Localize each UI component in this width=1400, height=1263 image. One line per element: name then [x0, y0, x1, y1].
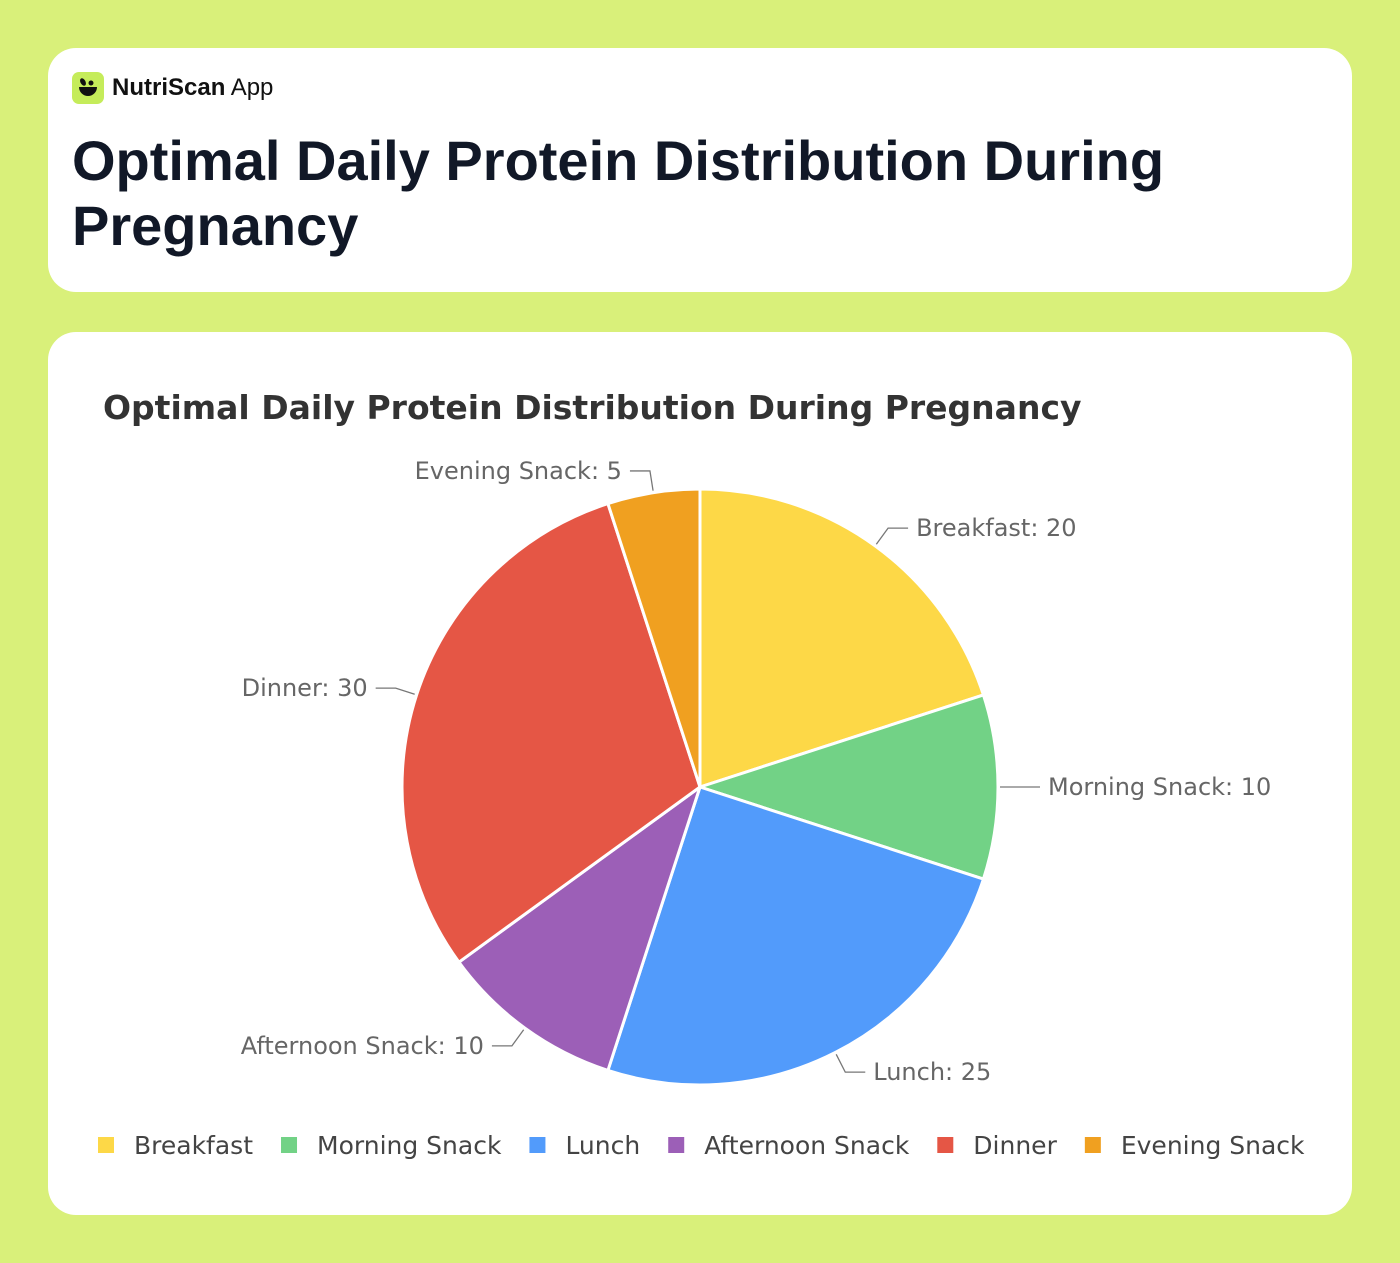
legend-item[interactable]: Afternoon Snack [704, 1131, 910, 1160]
legend-item[interactable]: Dinner [973, 1131, 1057, 1160]
data-label: Evening Snack: 5 [415, 457, 622, 485]
pie-slice-breakfast[interactable] [698, 487, 985, 789]
legend-swatch [281, 1137, 298, 1153]
chart-card: Optimal Daily Protein Distribution Durin… [48, 332, 1352, 1215]
legend-swatch [1084, 1137, 1101, 1153]
data-label: Dinner: 30 [242, 674, 368, 702]
data-label: Lunch: 25 [873, 1058, 991, 1086]
pie-chart: Optimal Daily Protein Distribution Durin… [98, 388, 1305, 1160]
label-leader-line [375, 687, 415, 695]
data-label: Breakfast: 20 [916, 514, 1077, 542]
legend-item[interactable]: Evening Snack [1121, 1131, 1305, 1160]
header-card: NutriScan App Optimal Daily Protein Dist… [48, 48, 1352, 292]
label-leader-line [875, 527, 909, 545]
chart-title: Optimal Daily Protein Distribution Durin… [103, 388, 1082, 427]
brand-suffix: App [230, 74, 274, 101]
label-leader-line [835, 1054, 866, 1073]
pie-slice-afternoon-snack[interactable] [457, 785, 702, 1072]
pie-slice-lunch[interactable] [606, 785, 985, 1087]
legend-item[interactable]: Morning Snack [317, 1131, 502, 1160]
brand: NutriScan App [72, 72, 273, 104]
leaf-bowl-icon [72, 72, 104, 104]
legend-swatch [529, 1137, 546, 1153]
pie-slice-dinner[interactable] [400, 502, 702, 964]
label-leader-line [629, 470, 654, 491]
legend-item[interactable]: Lunch [565, 1131, 640, 1160]
data-label: Afternoon Snack: 10 [241, 1032, 484, 1060]
brand-name: NutriScan [112, 74, 226, 101]
legend-swatch [98, 1137, 114, 1153]
pie-slice-evening-snack[interactable] [606, 487, 702, 789]
pie-slice-morning-snack[interactable] [698, 693, 1000, 881]
legend-swatch [937, 1137, 954, 1153]
page-title: Optimal Daily Protein Distribution Durin… [72, 129, 1165, 257]
label-leader-line [491, 1029, 525, 1047]
data-label: Morning Snack: 10 [1048, 773, 1271, 801]
legend-item[interactable]: Breakfast [134, 1131, 253, 1160]
legend-swatch [668, 1137, 685, 1153]
